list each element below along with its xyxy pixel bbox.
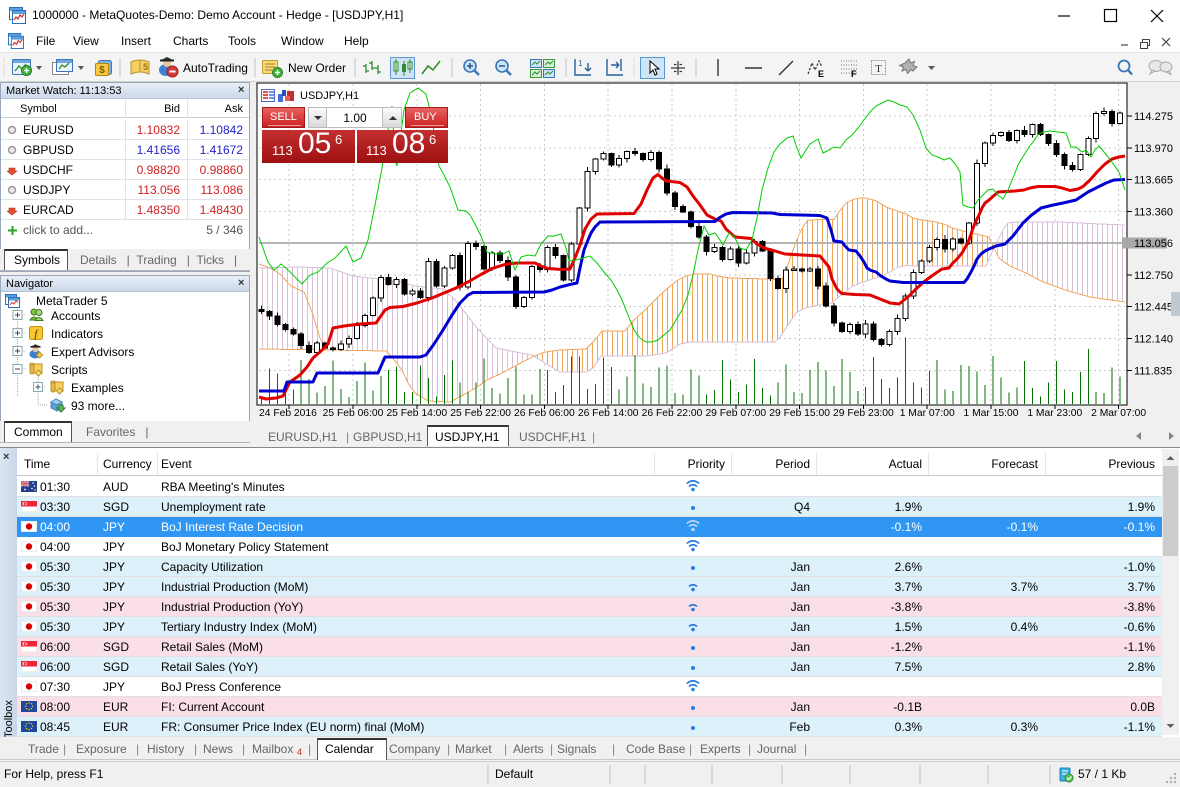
svg-text:5: 5	[143, 62, 148, 72]
svg-text:114.275: 114.275	[1134, 111, 1173, 123]
svg-text:f: f	[34, 329, 39, 340]
svg-text:1: 1	[578, 59, 583, 68]
svg-text:26 Feb 06:00: 26 Feb 06:00	[514, 408, 575, 419]
svg-text:112.750: 112.750	[1134, 270, 1173, 282]
svg-text:26 Feb 14:00: 26 Feb 14:00	[578, 408, 639, 419]
svg-text:29 Feb 15:00: 29 Feb 15:00	[769, 408, 830, 419]
svg-text:1 Mar 15:00: 1 Mar 15:00	[964, 408, 1019, 419]
svg-text:113.970: 113.970	[1134, 143, 1173, 155]
svg-text:Examples: Examples	[71, 381, 124, 395]
svg-text:Scripts: Scripts	[51, 363, 88, 377]
svg-text:24 Feb 2016: 24 Feb 2016	[259, 408, 317, 419]
svg-text:1 Mar 07:00: 1 Mar 07:00	[900, 408, 955, 419]
svg-text:MetaTrader 5: MetaTrader 5	[36, 294, 108, 308]
svg-text:$: $	[99, 65, 105, 76]
svg-text:93 more...: 93 more...	[71, 399, 125, 413]
svg-text:AutoTrading: AutoTrading	[183, 61, 248, 75]
svg-text:29 Feb 07:00: 29 Feb 07:00	[705, 408, 766, 419]
svg-text:Indicators: Indicators	[51, 327, 103, 341]
svg-text:F: F	[851, 69, 857, 79]
svg-text:E: E	[818, 69, 824, 79]
svg-text:25 Feb 22:00: 25 Feb 22:00	[450, 408, 511, 419]
svg-text:113.665: 113.665	[1134, 175, 1173, 187]
svg-text:2 Mar 07:00: 2 Mar 07:00	[1091, 408, 1146, 419]
svg-text:113.360: 113.360	[1134, 206, 1173, 218]
svg-text:25 Feb 14:00: 25 Feb 14:00	[386, 408, 447, 419]
svg-text:26 Feb 22:00: 26 Feb 22:00	[642, 408, 703, 419]
svg-text:113.056: 113.056	[1134, 238, 1173, 250]
svg-text:1 Mar 23:00: 1 Mar 23:00	[1027, 408, 1082, 419]
svg-text:Expert Advisors: Expert Advisors	[51, 345, 134, 359]
svg-text:25 Feb 06:00: 25 Feb 06:00	[323, 408, 384, 419]
svg-text:Accounts: Accounts	[51, 309, 100, 323]
svg-text:T: T	[875, 63, 882, 75]
svg-text:29 Feb 23:00: 29 Feb 23:00	[833, 408, 894, 419]
svg-text:112.140: 112.140	[1134, 334, 1173, 346]
svg-text:112.445: 112.445	[1134, 302, 1173, 314]
svg-text:New Order: New Order	[288, 61, 346, 75]
svg-text:111.835: 111.835	[1134, 365, 1172, 377]
